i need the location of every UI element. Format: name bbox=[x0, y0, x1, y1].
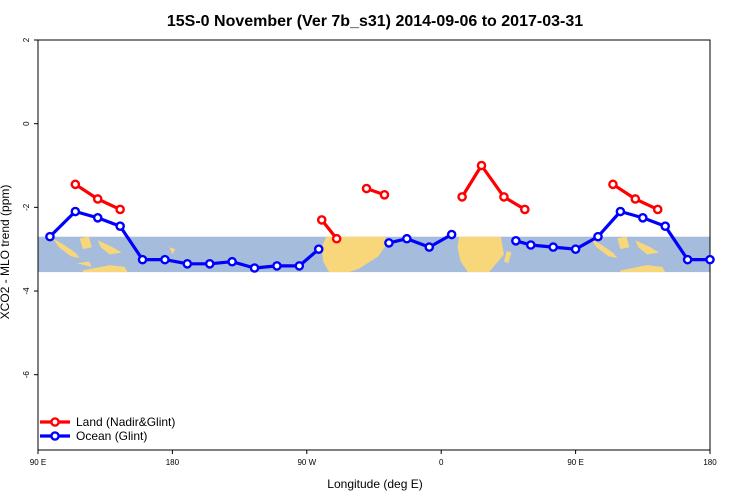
data-point bbox=[570, 244, 581, 254]
data-point bbox=[331, 233, 342, 244]
data-point bbox=[638, 213, 648, 223]
data-point bbox=[705, 254, 715, 265]
data-point bbox=[249, 263, 260, 273]
data-point bbox=[593, 231, 603, 242]
data-point bbox=[424, 242, 435, 252]
legend: Land (Nadir&Glint)Ocean (Glint) bbox=[40, 415, 175, 443]
data-point bbox=[70, 179, 81, 190]
series-line bbox=[460, 163, 526, 211]
data-point bbox=[511, 236, 521, 246]
data-point bbox=[402, 233, 412, 244]
land-sumatra-east bbox=[590, 238, 618, 258]
data-point bbox=[476, 160, 487, 171]
data-point bbox=[457, 192, 467, 202]
data-point bbox=[70, 206, 81, 217]
data-point bbox=[608, 179, 618, 190]
data-point bbox=[45, 231, 55, 242]
data-point bbox=[272, 261, 282, 271]
data-point bbox=[182, 259, 193, 269]
data-point bbox=[660, 221, 671, 231]
x-tick-label: 90 E bbox=[30, 458, 46, 467]
y-axis: 2 0 -2 -4 -6 bbox=[22, 37, 38, 378]
data-point bbox=[204, 259, 215, 269]
series-ocean bbox=[45, 206, 715, 273]
legend-label: Ocean (Glint) bbox=[76, 429, 147, 443]
y-tick-label: 2 bbox=[22, 37, 31, 42]
data-point bbox=[115, 204, 125, 215]
data-point bbox=[115, 221, 125, 231]
land-borneo bbox=[79, 236, 92, 250]
land-newguinea-east bbox=[635, 240, 660, 255]
data-point bbox=[652, 204, 663, 215]
x-tick-label: 180 bbox=[166, 458, 180, 467]
data-point bbox=[313, 244, 324, 254]
legend-label: Land (Nadir&Glint) bbox=[76, 415, 175, 429]
land-australia-left bbox=[82, 265, 128, 273]
x-axis-label: Longitude (deg E) bbox=[327, 477, 422, 491]
y-axis-label: XCO2 - MLO trend (ppm) bbox=[0, 185, 12, 320]
chart-title: 15S-0 November (Ver 7b_s31) 2014-09-06 t… bbox=[167, 13, 583, 30]
plot-frame bbox=[37, 39, 711, 451]
data-point bbox=[92, 213, 103, 223]
map-band bbox=[38, 236, 710, 273]
land-fiji bbox=[169, 247, 176, 255]
series-line bbox=[515, 209, 710, 262]
x-tick-label: 90 W bbox=[297, 458, 316, 467]
data-point bbox=[548, 242, 559, 252]
data-point bbox=[499, 192, 509, 202]
x-tick-label: 90 E bbox=[567, 458, 583, 467]
land-africa bbox=[457, 236, 504, 273]
x-tick-label: 180 bbox=[703, 458, 717, 467]
data-point bbox=[446, 229, 457, 240]
land-australia-right bbox=[620, 265, 666, 273]
legend-marker bbox=[50, 417, 60, 427]
data-point bbox=[227, 256, 237, 267]
land-sumatra bbox=[52, 238, 80, 258]
series-land bbox=[70, 160, 663, 244]
legend-marker bbox=[50, 431, 60, 441]
x-axis: 90 E 180 90 W 0 90 E 180 bbox=[30, 450, 717, 467]
y-tick-label: 0 bbox=[22, 121, 31, 126]
data-point bbox=[682, 254, 693, 265]
data-point bbox=[526, 240, 536, 250]
data-point bbox=[137, 254, 148, 265]
series-line bbox=[388, 233, 453, 249]
data-point bbox=[92, 194, 103, 204]
series-layer bbox=[45, 160, 715, 273]
data-point bbox=[294, 261, 305, 271]
data-point bbox=[384, 238, 394, 248]
data-point bbox=[361, 183, 372, 194]
data-point bbox=[615, 206, 626, 217]
y-tick-label: -4 bbox=[22, 287, 31, 295]
land-small-islands bbox=[76, 261, 92, 267]
x-tick-label: 0 bbox=[439, 458, 444, 467]
data-point bbox=[379, 189, 390, 200]
y-tick-label: -6 bbox=[22, 371, 31, 379]
data-point bbox=[316, 215, 327, 225]
land-newguinea bbox=[97, 240, 122, 255]
y-tick-label: -2 bbox=[22, 203, 31, 211]
data-point bbox=[630, 194, 641, 204]
land-south-america bbox=[321, 236, 389, 273]
data-point bbox=[520, 204, 530, 215]
land-madagascar bbox=[503, 250, 512, 264]
land-borneo-east bbox=[617, 236, 630, 250]
data-point bbox=[160, 254, 170, 265]
